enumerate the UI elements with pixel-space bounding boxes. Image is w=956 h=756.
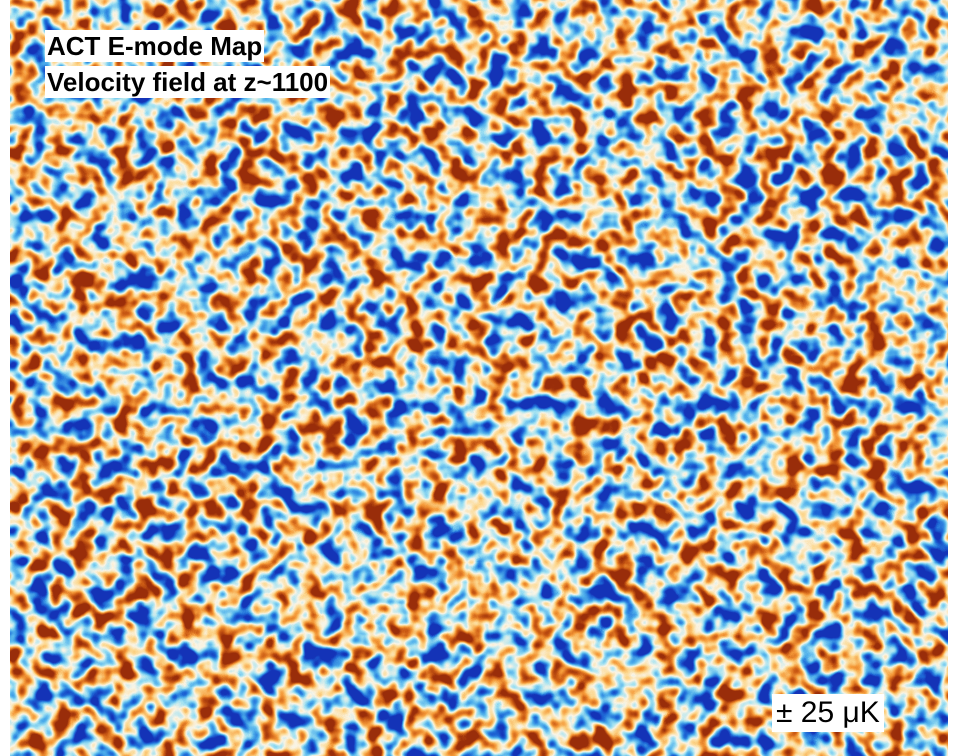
map-subtitle: Velocity field at z~1100 — [45, 66, 330, 98]
scale-label: ± 25 μK — [772, 694, 884, 732]
e-mode-map — [10, 0, 948, 756]
map-texture — [10, 0, 948, 756]
page: ACT E-mode Map Velocity field at z~1100 … — [0, 0, 956, 756]
map-title: ACT E-mode Map — [45, 30, 264, 62]
